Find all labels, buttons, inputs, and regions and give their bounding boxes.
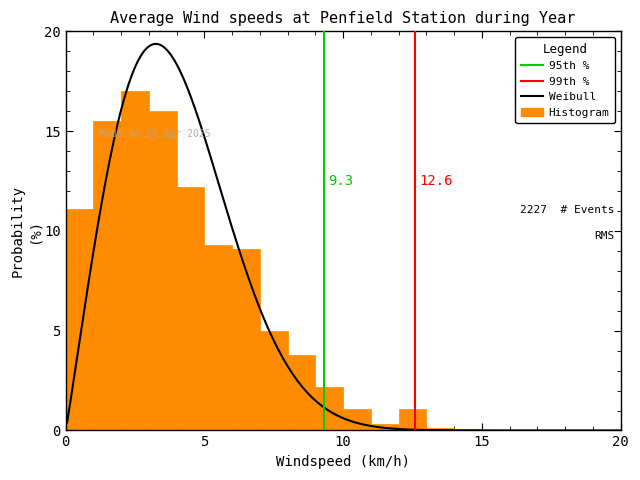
Bar <box>149 111 177 431</box>
Bar <box>121 91 149 431</box>
Bar <box>287 355 316 431</box>
Legend: 95th %, 99th %, Weibull, Histogram: 95th %, 99th %, Weibull, Histogram <box>515 37 615 123</box>
Bar <box>399 408 426 431</box>
Text: 9.3: 9.3 <box>328 174 353 188</box>
Bar <box>232 249 260 431</box>
Bar <box>177 187 204 431</box>
Bar <box>316 386 343 431</box>
Bar <box>204 245 232 431</box>
Text: 2227  # Events: 2227 # Events <box>520 205 615 215</box>
Text: 12.6: 12.6 <box>419 174 453 188</box>
Bar <box>66 209 93 431</box>
Bar <box>343 408 371 431</box>
Bar <box>371 424 399 431</box>
Bar <box>426 429 454 431</box>
Bar <box>454 430 482 431</box>
Y-axis label: Probability
(%): Probability (%) <box>11 185 42 277</box>
X-axis label: Windspeed (km/h): Windspeed (km/h) <box>276 455 410 469</box>
Text: Made on 25 Apr 2025: Made on 25 Apr 2025 <box>99 129 211 139</box>
Title: Average Wind speeds at Penfield Station during Year: Average Wind speeds at Penfield Station … <box>111 11 576 26</box>
Text: RMS: RMS <box>595 231 615 241</box>
Bar <box>260 331 287 431</box>
Bar <box>93 121 121 431</box>
